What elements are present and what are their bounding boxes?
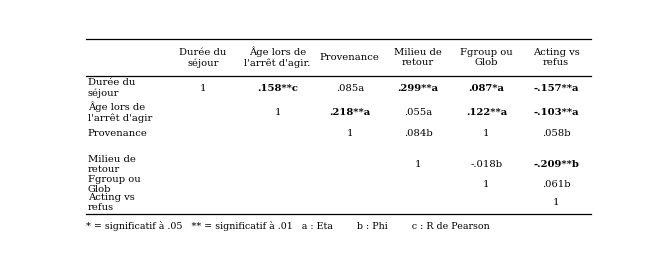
Text: 1: 1: [346, 129, 353, 138]
Text: Acting vs
refus: Acting vs refus: [88, 193, 134, 212]
Text: Acting vs
refus: Acting vs refus: [533, 48, 579, 67]
Text: -.209**b: -.209**b: [533, 160, 579, 169]
Text: 1: 1: [415, 160, 422, 169]
Text: .058b: .058b: [542, 129, 571, 138]
Text: .299**a: .299**a: [398, 84, 439, 93]
Text: .055a: .055a: [404, 108, 432, 117]
Text: Milieu de
retour: Milieu de retour: [394, 48, 442, 67]
Text: .084b: .084b: [404, 129, 432, 138]
Text: 1: 1: [200, 84, 206, 93]
Text: 1: 1: [483, 129, 489, 138]
Text: Provenance: Provenance: [88, 129, 148, 138]
Text: .085a: .085a: [336, 84, 364, 93]
Text: 1: 1: [483, 180, 489, 189]
Text: -.157**a: -.157**a: [533, 84, 579, 93]
Text: Âge lors de
l'arrêt d'agir.: Âge lors de l'arrêt d'agir.: [245, 47, 311, 68]
Text: Durée du
séjour: Durée du séjour: [88, 78, 135, 98]
Text: 1: 1: [275, 108, 281, 117]
Text: * = significatif à .05   ** = significatif à .01   a : Eta        b : Phi       : * = significatif à .05 ** = significatif…: [86, 221, 489, 231]
Text: .158**c: .158**c: [257, 84, 298, 93]
Text: .087*a: .087*a: [468, 84, 505, 93]
Text: .122**a: .122**a: [465, 108, 507, 117]
Text: Milieu de
retour: Milieu de retour: [88, 155, 136, 175]
Text: 1: 1: [553, 198, 559, 207]
Text: -.103**a: -.103**a: [533, 108, 579, 117]
Text: Fgroup ou
Glob: Fgroup ou Glob: [460, 48, 513, 67]
Text: -.018b: -.018b: [470, 160, 503, 169]
Text: Âge lors de
l'arrêt d'agir: Âge lors de l'arrêt d'agir: [88, 102, 152, 123]
Text: Fgroup ou
Glob: Fgroup ou Glob: [88, 175, 140, 194]
Text: Provenance: Provenance: [320, 53, 380, 62]
Text: .061b: .061b: [542, 180, 571, 189]
Text: .218**a: .218**a: [329, 108, 370, 117]
Text: Durée du
séjour: Durée du séjour: [180, 48, 227, 68]
